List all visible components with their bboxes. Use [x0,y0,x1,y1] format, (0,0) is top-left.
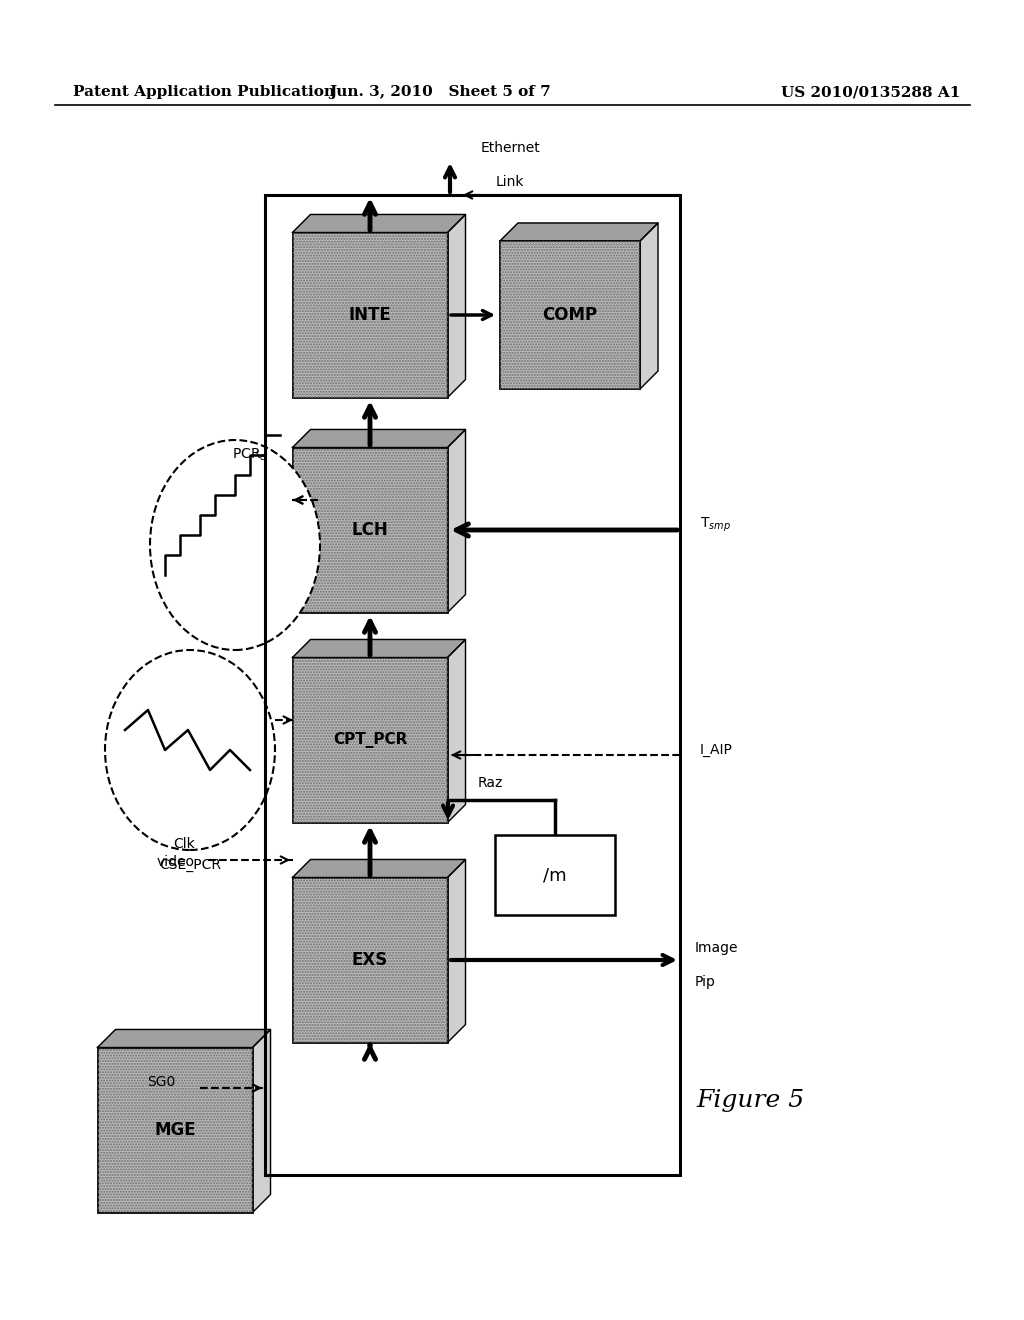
Polygon shape [447,639,466,822]
Polygon shape [447,429,466,612]
Text: Patent Application Publication: Patent Application Publication [73,84,335,99]
Text: Pip: Pip [695,975,716,989]
Text: T$_{smp}$: T$_{smp}$ [700,516,731,535]
Text: /m: /m [543,866,567,884]
Polygon shape [293,859,466,878]
Text: Link: Link [496,176,524,189]
Polygon shape [97,1048,253,1213]
Text: PCR$_e$: PCR$_e$ [232,447,267,463]
Text: COMP: COMP [543,306,598,323]
Text: Raz: Raz [477,776,503,789]
Polygon shape [293,214,466,232]
Text: INTE: INTE [348,306,391,323]
Text: I_AIP: I_AIP [700,743,733,756]
Text: EXS: EXS [352,950,388,969]
Text: Figure 5: Figure 5 [696,1089,804,1111]
Text: LCH: LCH [351,521,388,539]
Text: Ethernet: Ethernet [480,141,540,154]
Text: CSE_PCR: CSE_PCR [159,858,221,873]
Text: SG0: SG0 [146,1074,175,1089]
Polygon shape [293,232,447,397]
Ellipse shape [105,649,275,850]
Polygon shape [293,447,447,612]
Text: Clk
video: Clk video [157,837,195,869]
Text: Image: Image [695,941,738,954]
Polygon shape [97,1030,270,1048]
Text: CPT_PCR: CPT_PCR [333,733,408,748]
Polygon shape [500,223,658,242]
Polygon shape [293,429,466,447]
Text: Jun. 3, 2010   Sheet 5 of 7: Jun. 3, 2010 Sheet 5 of 7 [329,84,551,99]
Polygon shape [447,859,466,1043]
Text: US 2010/0135288 A1: US 2010/0135288 A1 [780,84,961,99]
Polygon shape [495,836,615,915]
Polygon shape [293,639,466,657]
Polygon shape [640,223,658,389]
Polygon shape [447,214,466,397]
Polygon shape [293,657,447,822]
Ellipse shape [150,440,319,649]
Polygon shape [253,1030,270,1213]
Polygon shape [293,878,447,1043]
Text: MGE: MGE [155,1121,196,1139]
Polygon shape [500,242,640,389]
